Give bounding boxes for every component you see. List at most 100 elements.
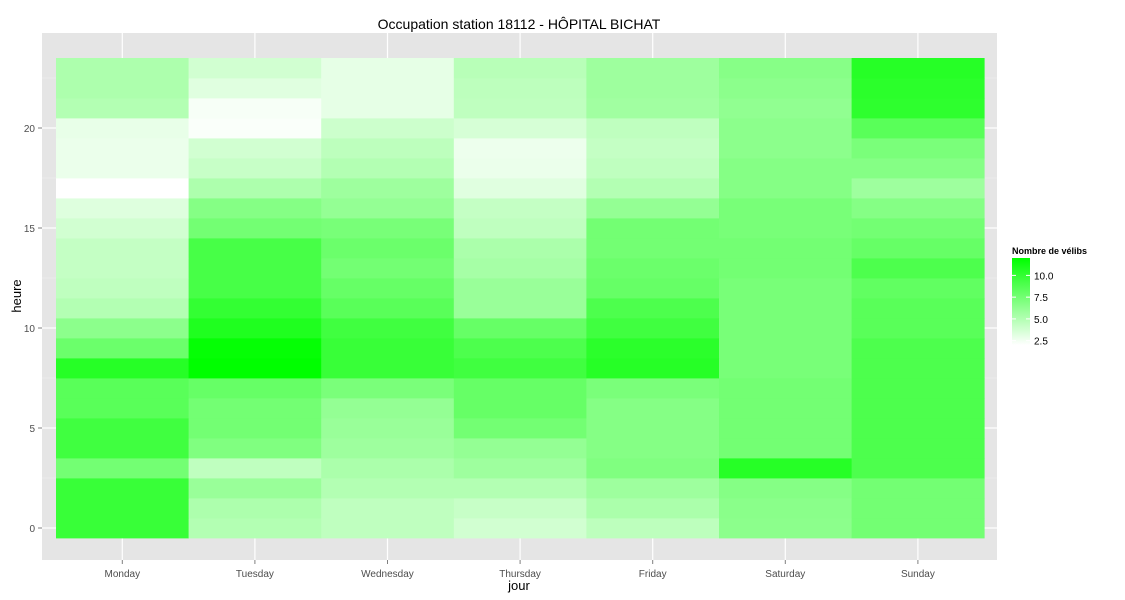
heatmap-cell	[851, 198, 985, 219]
heatmap-cell	[719, 258, 852, 279]
heatmap-cell	[453, 398, 587, 419]
heatmap-cell	[453, 518, 587, 539]
heatmap-tiles	[56, 58, 985, 539]
heatmap-cell	[719, 338, 852, 359]
heatmap-cell	[188, 378, 322, 399]
heatmap-cell	[188, 238, 322, 259]
heatmap-cell	[453, 98, 587, 119]
heatmap-cell	[453, 318, 587, 339]
legend-label: 2.5	[1034, 337, 1048, 348]
heatmap-cell	[851, 218, 985, 239]
y-axis-title: heure	[9, 279, 24, 312]
heatmap-cell	[453, 278, 587, 299]
heatmap-cell	[851, 278, 985, 299]
heatmap-cell	[719, 498, 852, 519]
heatmap-cell	[56, 338, 189, 359]
heatmap-cell	[453, 118, 587, 139]
heatmap-cell	[56, 58, 189, 79]
heatmap-cell	[851, 518, 985, 539]
heatmap-cell	[321, 458, 455, 479]
heatmap-cell	[719, 518, 852, 539]
heatmap-cell	[321, 118, 455, 139]
heatmap-cell	[719, 218, 852, 239]
x-tick-label: Friday	[639, 569, 667, 580]
heatmap-cell	[321, 518, 455, 539]
heatmap-cell	[586, 218, 720, 239]
heatmap-cell	[56, 398, 189, 419]
heatmap-cell	[188, 418, 322, 439]
heatmap-cell	[56, 518, 189, 539]
heatmap-cell	[719, 278, 852, 299]
heatmap-cell	[586, 58, 720, 79]
heatmap-cell	[453, 378, 587, 399]
heatmap-cell	[188, 358, 322, 379]
heatmap-cell	[851, 338, 985, 359]
heatmap-cell	[719, 418, 852, 439]
heatmap-cell	[586, 338, 720, 359]
heatmap-cell	[719, 378, 852, 399]
heatmap-cell	[586, 178, 720, 199]
heatmap-cell	[321, 198, 455, 219]
heatmap-cell	[851, 258, 985, 279]
heatmap-cell	[321, 258, 455, 279]
y-tick-label: 10	[24, 324, 36, 335]
heatmap-cell	[851, 458, 985, 479]
heatmap-cell	[453, 478, 587, 499]
heatmap-cell	[56, 498, 189, 519]
legend-label: 5.0	[1034, 315, 1048, 326]
heatmap-cell	[321, 478, 455, 499]
y-tick-label: 15	[24, 224, 36, 235]
heatmap-cell	[851, 78, 985, 99]
heatmap-cell	[321, 178, 455, 199]
heatmap-cell	[188, 498, 322, 519]
heatmap-cell	[56, 138, 189, 159]
legend-colorbar	[1012, 258, 1030, 345]
heatmap-cell	[453, 418, 587, 439]
heatmap-cell	[321, 98, 455, 119]
heatmap-cell	[586, 458, 720, 479]
heatmap-cell	[56, 478, 189, 499]
x-tick-label: Thursday	[499, 569, 541, 580]
heatmap-cell	[719, 238, 852, 259]
heatmap-cell	[56, 118, 189, 139]
heatmap-cell	[453, 498, 587, 519]
heatmap-cell	[453, 238, 587, 259]
y-axis-ticks: 0 5 10 15 20	[24, 124, 42, 535]
heatmap-cell	[453, 458, 587, 479]
heatmap-cell	[453, 438, 587, 459]
heatmap-cell	[851, 358, 985, 379]
heatmap-cell	[453, 158, 587, 179]
x-tick-label: Saturday	[765, 569, 805, 580]
heatmap-cell	[719, 178, 852, 199]
heatmap-cell	[188, 478, 322, 499]
heatmap-cell	[188, 78, 322, 99]
heatmap-cell	[851, 98, 985, 119]
heatmap-cell	[453, 78, 587, 99]
heatmap-cell	[56, 258, 189, 279]
x-tick-label: Sunday	[901, 569, 935, 580]
heatmap-cell	[586, 518, 720, 539]
heatmap-cell	[851, 138, 985, 159]
heatmap-cell	[56, 358, 189, 379]
heatmap-cell	[188, 458, 322, 479]
heatmap-cell	[188, 98, 322, 119]
heatmap-cell	[56, 278, 189, 299]
heatmap-cell	[188, 58, 322, 79]
heatmap-cell	[188, 438, 322, 459]
heatmap-cell	[56, 318, 189, 339]
heatmap-cell	[321, 338, 455, 359]
heatmap-cell	[321, 78, 455, 99]
heatmap-cell	[56, 438, 189, 459]
heatmap-cell	[56, 458, 189, 479]
heatmap-cell	[586, 358, 720, 379]
heatmap-cell	[321, 378, 455, 399]
heatmap-cell	[321, 318, 455, 339]
heatmap-cell	[321, 138, 455, 159]
heatmap-cell	[586, 158, 720, 179]
heatmap-cell	[586, 198, 720, 219]
heatmap-cell	[321, 238, 455, 259]
legend: Nombre de vélibs 2.5 5.0 7.5 10.0	[1012, 246, 1087, 348]
heatmap-cell	[56, 378, 189, 399]
x-tick-label: Tuesday	[236, 569, 274, 580]
heatmap-cell	[56, 98, 189, 119]
